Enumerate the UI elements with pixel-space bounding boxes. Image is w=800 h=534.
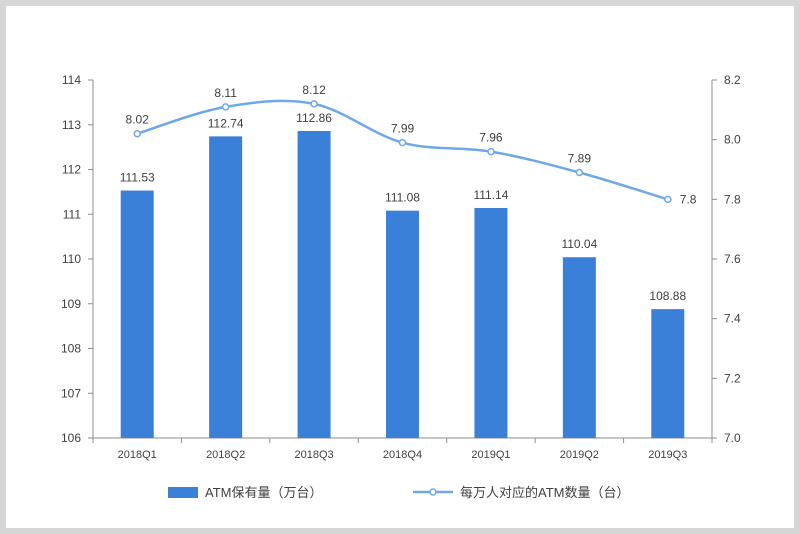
line-point xyxy=(575,168,584,177)
bar-data-label: 110.04 xyxy=(561,237,597,251)
y-left-tick-label: 106 xyxy=(61,431,81,445)
legend-line-marker xyxy=(429,488,437,496)
bar-data-label: 111.14 xyxy=(473,188,508,202)
y-right-tick-label: 7.6 xyxy=(724,252,741,266)
line-series xyxy=(133,99,672,204)
y-left-tick-label: 108 xyxy=(61,342,81,356)
line-point xyxy=(133,129,141,138)
bar xyxy=(120,190,154,438)
x-tick-label: 2018Q1 xyxy=(118,449,157,461)
legend: ATM保有量（万台） 每万人对应的ATM数量（台） xyxy=(168,485,629,500)
x-tick-label: 2019Q3 xyxy=(648,449,687,461)
bar xyxy=(209,136,243,438)
line-data-label: 8.02 xyxy=(126,113,150,127)
bar xyxy=(562,257,596,438)
bar-data-label: 112.86 xyxy=(296,111,332,125)
line-point xyxy=(310,100,318,108)
y-left-tick-label: 110 xyxy=(62,252,81,266)
x-tick-label: 2018Q4 xyxy=(383,449,422,461)
bar xyxy=(386,210,419,438)
y-right-tick-label: 8.0 xyxy=(724,133,741,147)
line-point xyxy=(664,195,672,204)
bar-data-label: 111.08 xyxy=(385,191,420,205)
y-left-tick-label: 109 xyxy=(61,297,81,311)
line-data-label: 7.8 xyxy=(680,192,697,206)
bar xyxy=(297,131,331,438)
y-left-tick-label: 113 xyxy=(62,118,81,132)
line-data-label: 7.89 xyxy=(568,151,592,165)
y-right-tick-label: 7.0 xyxy=(724,431,741,445)
y-right-tick-label: 8.2 xyxy=(724,73,741,87)
chart-svg: 106 107 108 109 110 111 112 113 114 7.0 7.2 7.4 7.6 7… xyxy=(61,73,741,500)
bar xyxy=(474,207,508,438)
x-tick-label: 2018Q3 xyxy=(294,449,333,461)
x-tick-label: 2019Q1 xyxy=(471,449,510,461)
y-right-tick-label: 7.4 xyxy=(724,312,741,326)
y-left-tick-label: 107 xyxy=(61,386,81,400)
y-left-tick-label: 112 xyxy=(62,163,81,177)
bar-data-label: 111.53 xyxy=(120,171,155,185)
line-point xyxy=(487,147,495,156)
line-data-label: 7.99 xyxy=(391,122,415,136)
y-right-tick-label: 7.2 xyxy=(724,371,741,385)
x-tick-label: 2019Q2 xyxy=(560,449,599,461)
y-right-tick-label: 7.8 xyxy=(724,192,741,206)
y-left-tick-label: 111 xyxy=(63,207,82,221)
line-point xyxy=(221,103,230,111)
bar xyxy=(651,309,685,438)
bar-series xyxy=(120,131,685,438)
axes: 106 107 108 109 110 111 112 113 114 7.0 7.2 7.4 7.6 7… xyxy=(61,73,741,461)
bar-data-label: 112.74 xyxy=(208,116,244,130)
data-labels: 111.53 112.74 112.86 111.08 111.14 110.04 108.… xyxy=(120,83,697,303)
line-data-label: 8.12 xyxy=(302,83,326,97)
legend-line-label: 每万人对应的ATM数量（台） xyxy=(460,485,629,500)
line-point xyxy=(398,138,407,147)
line-data-label: 8.11 xyxy=(214,86,237,100)
legend-bar-swatch xyxy=(168,487,198,498)
y-left-tick-label: 114 xyxy=(62,73,81,87)
line-data-label: 7.96 xyxy=(479,131,503,145)
legend-bar-label: ATM保有量（万台） xyxy=(205,485,322,500)
x-tick-label: 2018Q2 xyxy=(206,449,245,461)
bar-data-label: 108.88 xyxy=(649,289,686,303)
